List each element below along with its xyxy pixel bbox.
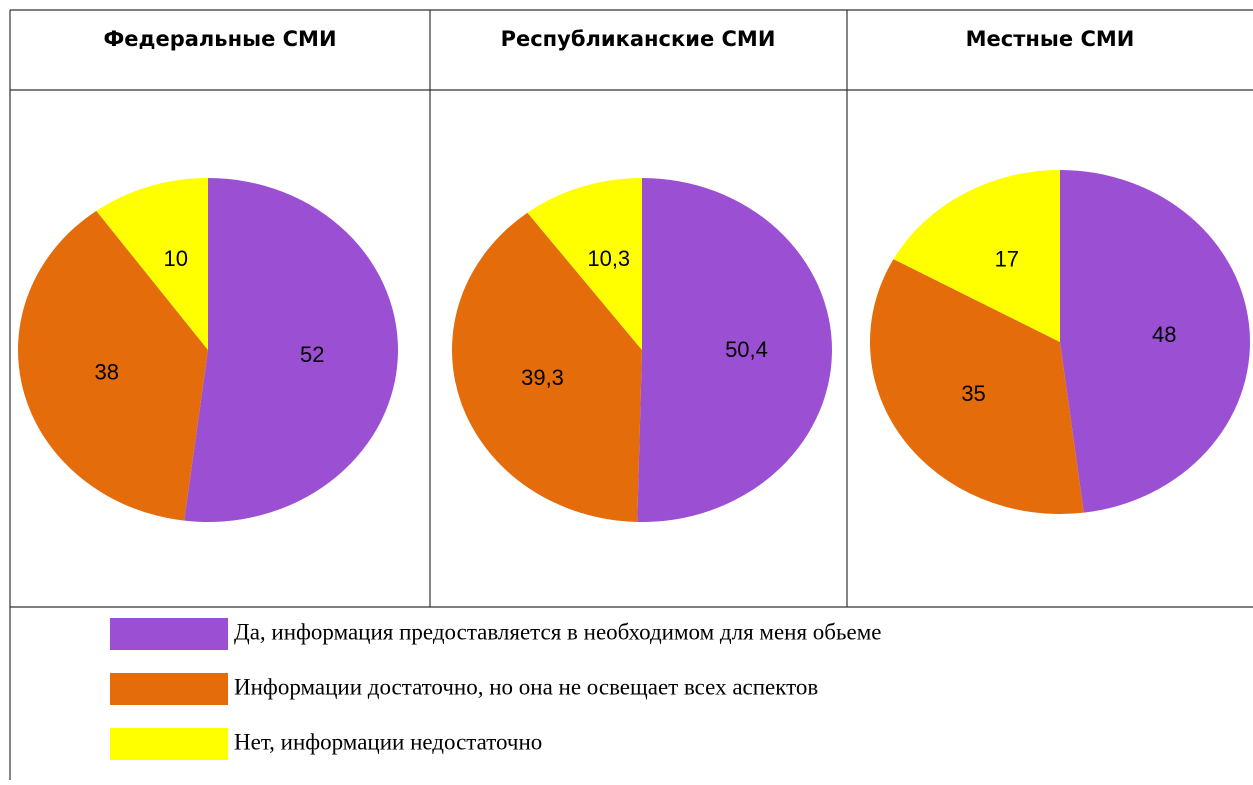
pie-slice (527, 178, 642, 350)
legend-label: Информации достаточно, но она не освещае… (234, 674, 818, 699)
pie-slice (96, 178, 208, 350)
pie-slice (17, 210, 208, 521)
legend-label: Нет, информации недостаточно (234, 729, 542, 754)
pie-slice (452, 212, 642, 522)
pie-slice (870, 259, 1084, 514)
data-label: 50,4 (725, 337, 768, 362)
pie-slice (1060, 170, 1251, 513)
data-label: 10 (163, 246, 187, 271)
data-label: 38 (95, 359, 119, 384)
pie-slice (637, 178, 833, 522)
chart-title: Республиканские СМИ (501, 27, 776, 51)
legend-swatch (110, 728, 228, 760)
legend-swatch (110, 673, 228, 705)
data-label: 39,3 (521, 365, 564, 390)
data-label: 52 (300, 342, 324, 367)
legend-swatch (110, 618, 228, 650)
chart-title: Местные СМИ (966, 27, 1135, 51)
data-label: 17 (995, 246, 1019, 271)
chart-title: Федеральные СМИ (103, 27, 336, 51)
pie-slice (893, 170, 1060, 342)
data-label: 48 (1152, 322, 1176, 347)
data-label: 35 (961, 381, 985, 406)
legend-label: Да, информация предоставляется в необход… (234, 619, 881, 644)
pie-slice (184, 178, 398, 522)
data-label: 10,3 (587, 246, 630, 271)
